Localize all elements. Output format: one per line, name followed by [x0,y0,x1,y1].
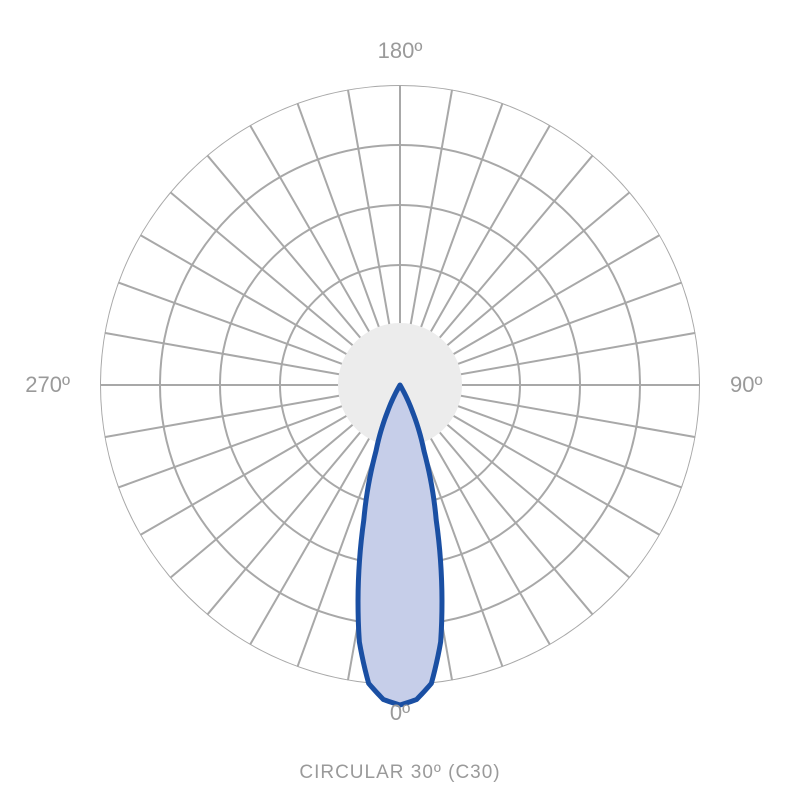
polar-chart-container: 180º 90º 0º 270º CIRCULAR 30º (C30) [0,0,800,800]
polar-chart-svg: 180º 90º 0º 270º CIRCULAR 30º (C30) [0,0,800,800]
axis-label-90: 90º [730,372,763,397]
axis-label-0: 0º [390,700,410,725]
axis-label-270: 270º [25,372,70,397]
chart-caption: CIRCULAR 30º (C30) [299,762,500,783]
axis-label-180: 180º [378,38,423,63]
